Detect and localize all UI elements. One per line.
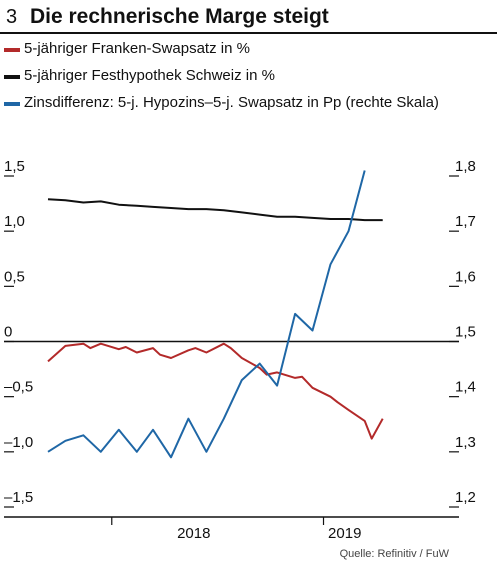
y-left-tick-label: –0,5 bbox=[4, 379, 33, 396]
legend-swatch-swap bbox=[4, 48, 20, 52]
y-right-tick-label: 1,6 bbox=[455, 268, 476, 285]
y-left-tick-label: –1,0 bbox=[4, 434, 33, 451]
legend-swatch-zinsdifferenz bbox=[4, 102, 20, 106]
series-line-swap bbox=[47, 342, 384, 440]
chart-title: Die rechnerische Marge steigt bbox=[30, 5, 329, 28]
y-left-tick-label: 0 bbox=[4, 324, 12, 341]
y-right-tick-label: 1,5 bbox=[455, 324, 476, 341]
y-left-tick-label: 1,5 bbox=[4, 158, 25, 175]
series-line-festhypothek bbox=[47, 198, 383, 222]
y-right-tick-label: 1,2 bbox=[455, 489, 476, 506]
legend-label-zinsdifferenz: Zinsdifferenz: 5-j. Hypozins–5-j. Swapsa… bbox=[24, 94, 439, 111]
y-left-tick-label: –1,5 bbox=[4, 489, 33, 506]
x-tick-label: 2018 bbox=[177, 525, 210, 542]
legend-label-festhypothek: 5-jähriger Festhypothek Schweiz in % bbox=[24, 67, 275, 84]
y-right-tick-label: 1,8 bbox=[455, 158, 476, 175]
y-right-tick-label: 1,7 bbox=[455, 213, 476, 230]
x-tick-label: 2019 bbox=[328, 525, 361, 542]
legend-label-swap: 5-jähriger Franken-Swapsatz in % bbox=[24, 40, 250, 57]
figure-number: 3 bbox=[6, 6, 18, 28]
title-bar: 3 Die rechnerische Marge steigt bbox=[0, 2, 497, 34]
source-note: Quelle: Refinitiv / FuW bbox=[339, 548, 449, 560]
legend-swatch-festhypothek bbox=[4, 75, 20, 79]
y-right-tick-label: 1,4 bbox=[455, 379, 476, 396]
y-left-tick-label: 1,0 bbox=[4, 213, 25, 230]
series-line-zinsdifferenz bbox=[47, 170, 366, 459]
y-right-tick-label: 1,3 bbox=[455, 434, 476, 451]
y-left-tick-label: 0,5 bbox=[4, 268, 25, 285]
